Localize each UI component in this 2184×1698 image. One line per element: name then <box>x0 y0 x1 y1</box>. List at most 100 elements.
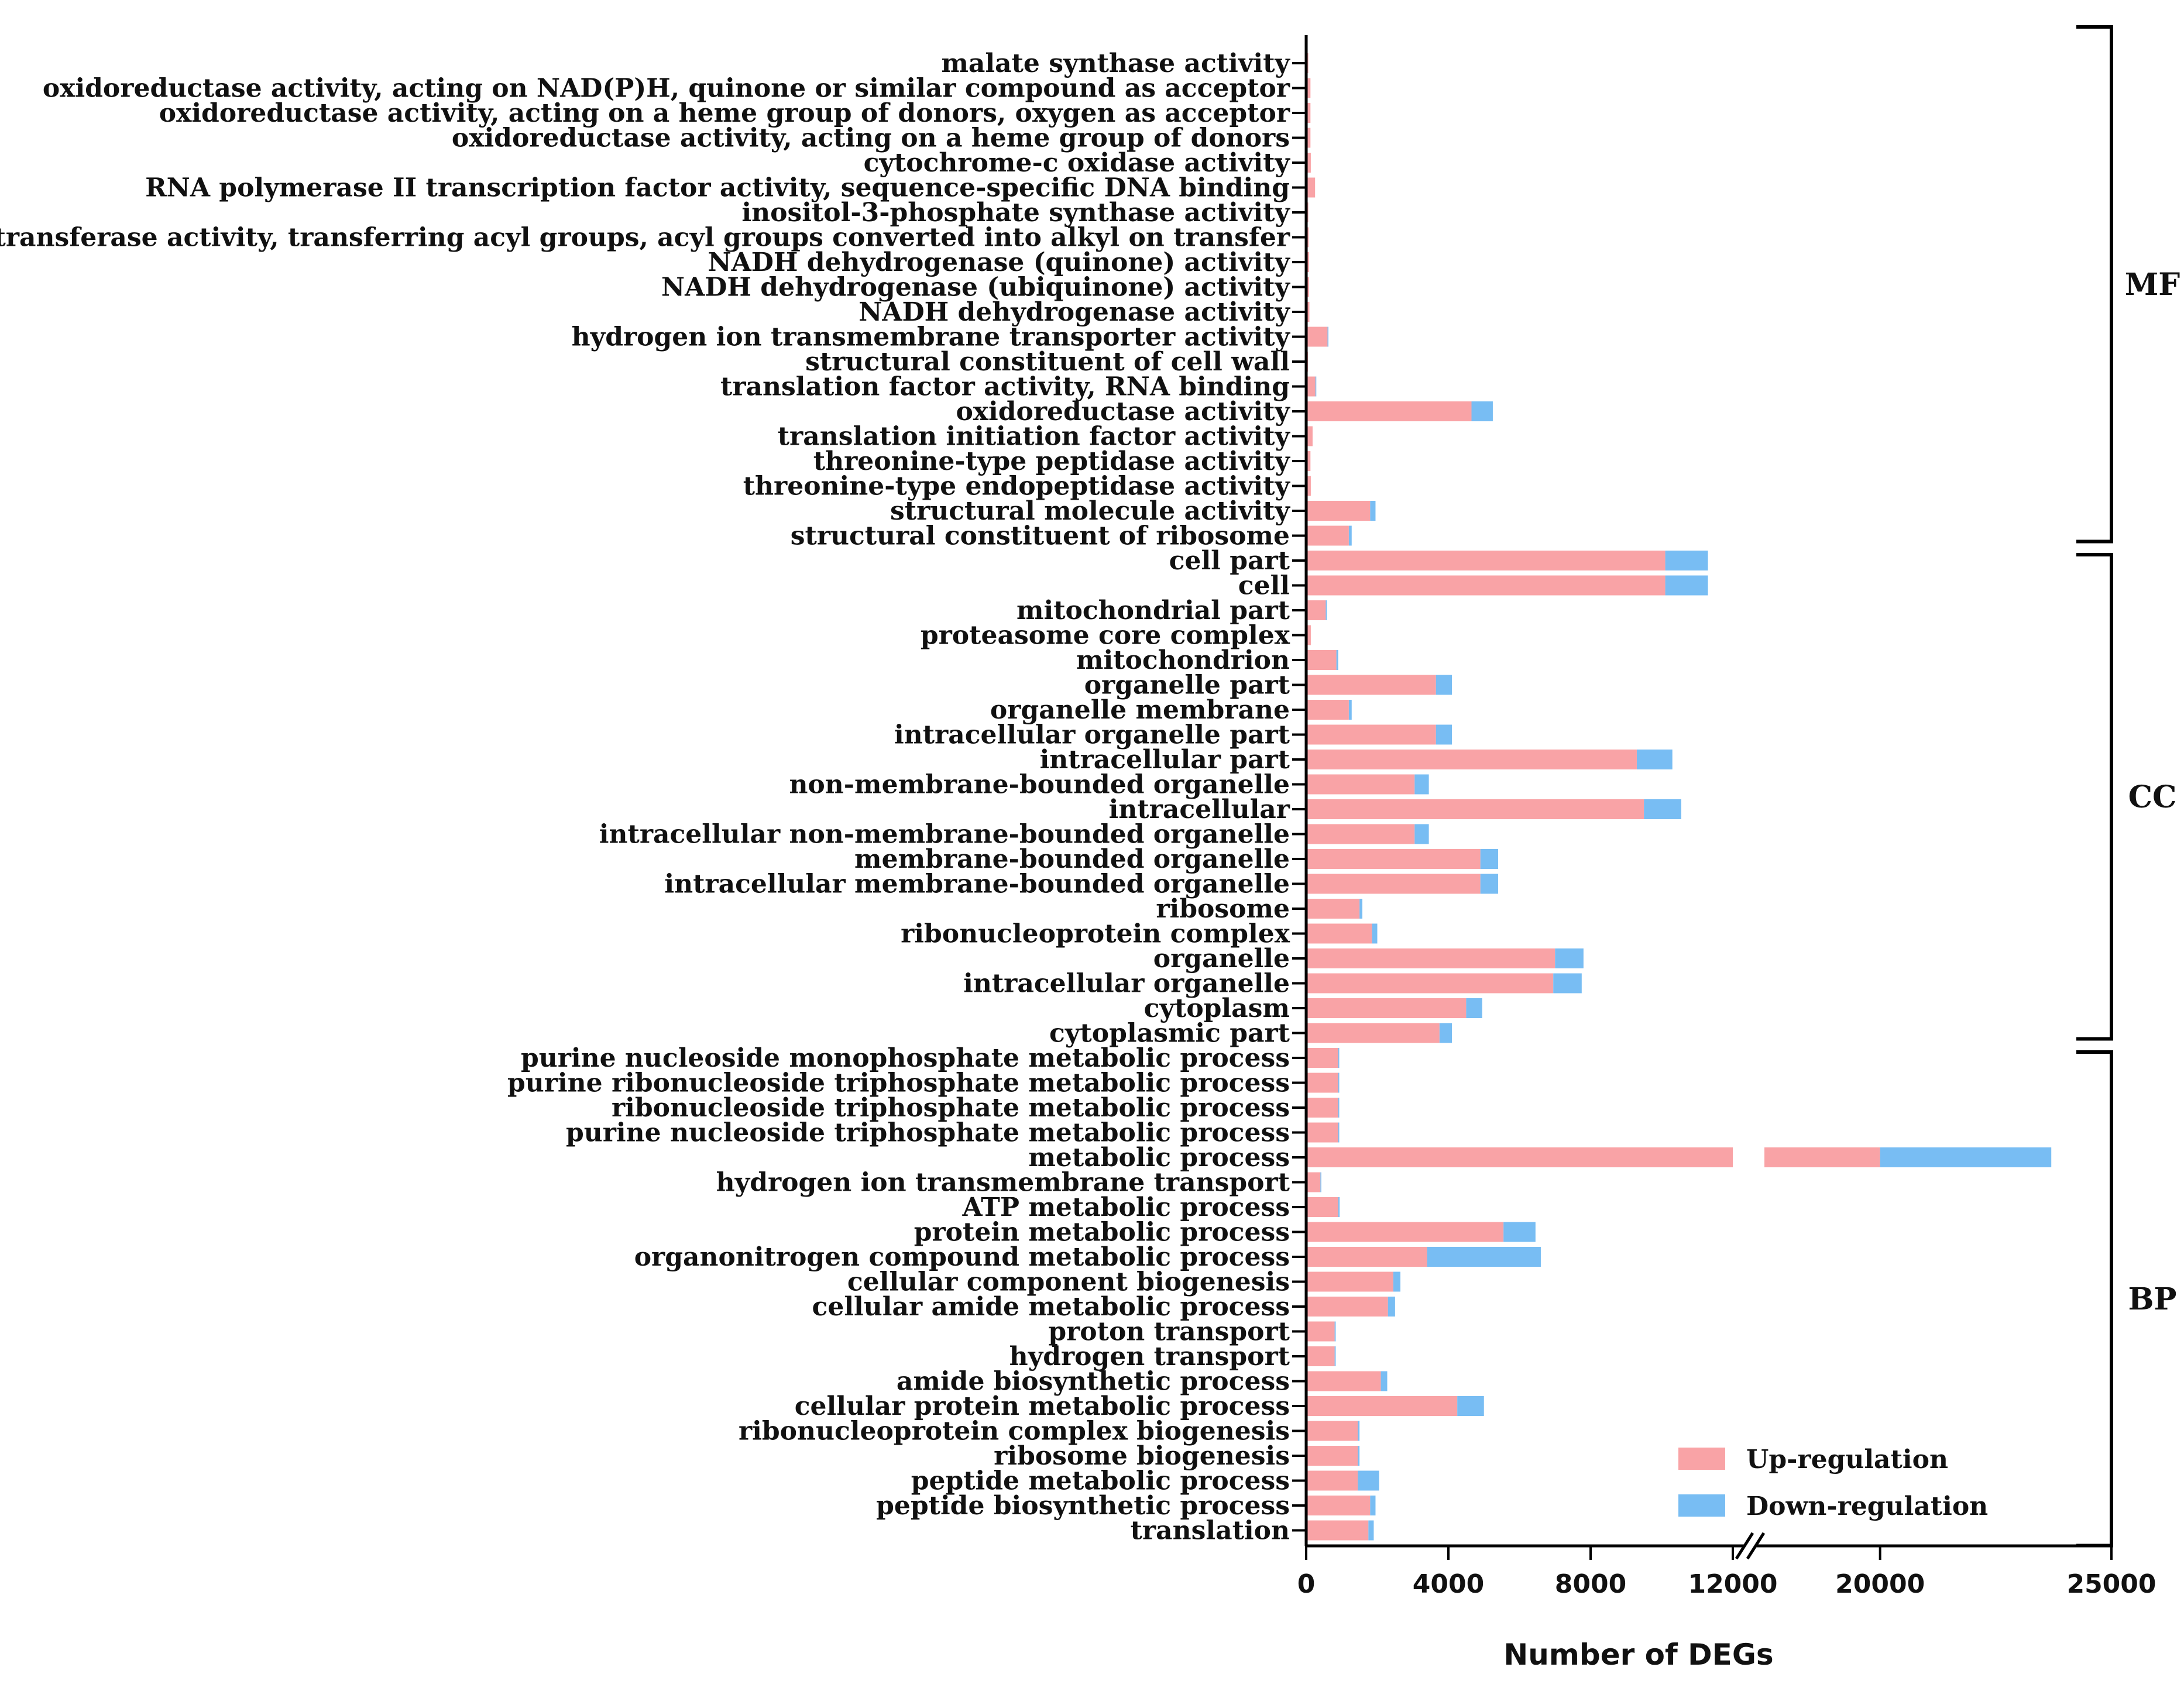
category-label: mitochondrion <box>1076 645 1290 675</box>
bar-down-cellular-protein-metabolic-process <box>1457 1396 1484 1416</box>
category-label: intracellular part <box>1040 745 1290 775</box>
category-label: intracellular membrane-bounded organelle <box>664 869 1290 899</box>
bar-up-cellular-protein-metabolic-process <box>1306 1396 1458 1416</box>
category-label: purine ribonucleoside triphosphate metab… <box>507 1068 1290 1098</box>
group-bracket-cc <box>2076 553 2113 1041</box>
bar-up-intracellular-organelle <box>1306 973 1554 994</box>
category-label: hydrogen ion transmembrane transporter a… <box>572 322 1291 352</box>
bar-up-cell-part <box>1306 551 1666 570</box>
bar-down-ribonucleoprotein-complex-biogenesis <box>1358 1421 1360 1441</box>
bar-up-mitochondrial-part <box>1306 600 1326 620</box>
category-label: translation <box>1131 1516 1290 1546</box>
category-label: purine nucleoside monophosphate metaboli… <box>521 1043 1290 1073</box>
bar-up-organelle-part <box>1306 675 1436 695</box>
bar-up-intracellular-non-membrane-bounded-organelle <box>1306 824 1415 844</box>
legend-swatch-up-regulation <box>1678 1448 1725 1470</box>
bar-down-purine-ribonucleoside-triphosphate-metabolic-process <box>1338 1073 1340 1093</box>
bar-down-oxidoreductase-activity <box>1471 401 1493 421</box>
bar-up-oxidoreductase-activity <box>1306 401 1472 421</box>
category-label: structural molecule activity <box>890 496 1290 526</box>
bar-up-organonitrogen-compound-metabolic-process <box>1306 1247 1427 1267</box>
category-label: proton transport <box>1048 1317 1290 1347</box>
bar-up-protein-metabolic-process <box>1306 1222 1504 1242</box>
bars-layer <box>1306 53 2052 1541</box>
category-label: threonine-type endopeptidase activity <box>743 472 1291 501</box>
bar-up-ribosome-biogenesis <box>1306 1446 1358 1466</box>
bar-up-structural-constituent-of-ribosome <box>1306 525 1349 546</box>
category-label: ribosome biogenesis <box>994 1441 1290 1471</box>
axes-layer: 0 4000 8000 12000 20000 25000 <box>1292 35 2156 1599</box>
category-label: purine nucleoside triphosphate metabolic… <box>566 1118 1290 1148</box>
category-label: intracellular <box>1109 795 1290 824</box>
bar-down-organelle <box>1555 948 1584 968</box>
category-label: cellular amide metabolic process <box>812 1292 1290 1322</box>
bar-up-peptide-metabolic-process <box>1306 1470 1358 1491</box>
bar-up-intracellular-part <box>1306 750 1637 769</box>
category-label: peptide biosynthetic process <box>876 1491 1290 1521</box>
bar-up-ribosome <box>1306 899 1360 919</box>
category-label: oxidoreductase activity, acting on a hem… <box>452 123 1290 153</box>
bar-up-cytoplasm <box>1306 998 1467 1018</box>
bar-down-structural-constituent-of-ribosome <box>1348 525 1352 546</box>
category-label: inositol-3-phosphate synthase activity <box>741 198 1290 228</box>
bar-up-cellular-amide-metabolic-process <box>1306 1297 1388 1317</box>
bar-up-mitochondrion <box>1306 650 1337 670</box>
bar-down-intracellular-organelle-part <box>1436 724 1452 745</box>
bar-up-oxidoreductase-activity-acting-on-a-heme-group-of-donors <box>1306 128 1311 148</box>
category-label: RNA polymerase II transcription factor a… <box>145 173 1290 203</box>
bar-down-intracellular-non-membrane-bounded-organelle <box>1414 824 1429 844</box>
legend-label-up-regulation: Up-regulation <box>1746 1445 1948 1474</box>
category-label: cellular component biogenesis <box>847 1267 1290 1297</box>
group-label-bp: BP <box>2128 1281 2176 1317</box>
category-label: intracellular organelle <box>963 969 1290 999</box>
bar-up-oxidoreductase-activity-acting-on-nad-p-h-quinone-or-similar-compound-as-acceptor <box>1306 78 1311 98</box>
category-label: non-membrane-bounded organelle <box>789 770 1290 800</box>
category-label: metabolic process <box>1028 1143 1290 1173</box>
bar-down-protein-metabolic-process <box>1503 1222 1536 1242</box>
bar-down-organelle-part <box>1436 675 1452 695</box>
group-bracket-mf <box>2076 25 2113 544</box>
bar-up-threonine-type-endopeptidase-activity <box>1306 476 1311 496</box>
bar-up-proteasome-core-complex <box>1306 625 1311 645</box>
bar-down-amide-biosynthetic-process <box>1381 1371 1388 1391</box>
category-label: mitochondrial part <box>1017 596 1290 625</box>
bar-down-cellular-amide-metabolic-process <box>1388 1297 1395 1317</box>
bar-down-intracellular <box>1644 799 1681 819</box>
category-label: organelle part <box>1084 671 1290 700</box>
category-label: threonine-type peptidase activity <box>813 446 1291 476</box>
bar-down-hydrogen-ion-transmembrane-transport <box>1320 1172 1321 1192</box>
bar-up-non-membrane-bounded-organelle <box>1306 774 1415 795</box>
bar-up-hydrogen-ion-transmembrane-transport <box>1306 1172 1321 1192</box>
bar-up-purine-nucleoside-triphosphate-metabolic-process <box>1306 1122 1338 1143</box>
axis-break-mark <box>1735 1532 1754 1560</box>
bar-down-peptide-metabolic-process <box>1358 1470 1379 1491</box>
group-bracket-bp <box>2076 1050 2113 1548</box>
bar-up-proton-transport <box>1306 1321 1335 1342</box>
category-label: oxidoreductase activity <box>956 397 1290 427</box>
bar-up-ribonucleoside-triphosphate-metabolic-process <box>1306 1098 1338 1118</box>
bar-up-amide-biosynthetic-process <box>1306 1371 1381 1391</box>
bar-down-atp-metabolic-process <box>1338 1197 1340 1217</box>
bar-down-intracellular-part <box>1636 750 1673 769</box>
category-label: malate synthase activity <box>941 49 1290 78</box>
bar-down-organonitrogen-compound-metabolic-process <box>1427 1247 1541 1267</box>
bar-down-purine-nucleoside-monophosphate-metabolic-process <box>1338 1048 1340 1068</box>
bar-down-ribonucleoprotein-complex <box>1372 923 1378 944</box>
group-label-cc: CC <box>2128 779 2177 815</box>
category-label: protein metabolic process <box>914 1218 1290 1247</box>
category-label: translation initiation factor activity <box>778 422 1291 452</box>
bar-down-mitochondrial-part <box>1325 600 1327 620</box>
category-label: organelle membrane <box>990 695 1290 725</box>
bar-down-metabolic-process <box>1880 1147 2052 1167</box>
bar-up-cytochrome-c-oxidase-activity <box>1306 153 1311 173</box>
axis-break-mark <box>1746 1532 1766 1560</box>
category-label: intracellular organelle part <box>894 720 1290 750</box>
bar-down-cell <box>1665 575 1708 596</box>
category-label: ribonucleoprotein complex biogenesis <box>739 1417 1290 1446</box>
category-label: ATP metabolic process <box>961 1192 1290 1222</box>
x-tick-label: 20000 <box>1835 1569 1925 1599</box>
bar-up-metabolic-process-seg1 <box>1306 1147 1733 1167</box>
bar-down-hydrogen-transport <box>1334 1346 1336 1366</box>
bar-down-ribosome-biogenesis <box>1358 1446 1360 1466</box>
x-tick-label: 4000 <box>1413 1569 1484 1599</box>
